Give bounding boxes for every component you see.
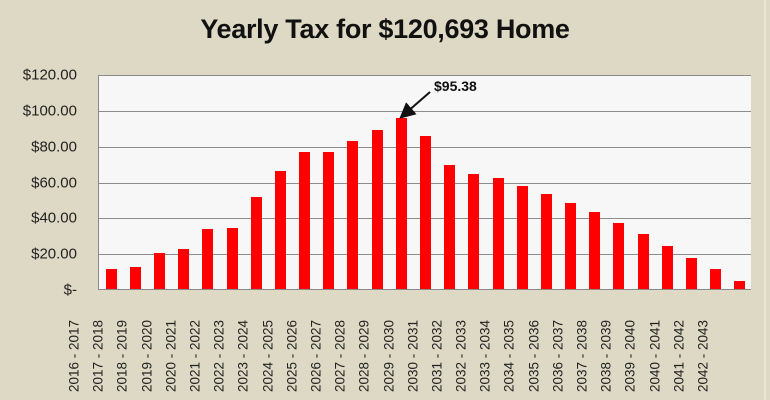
bar <box>686 258 698 289</box>
bar <box>226 227 238 289</box>
bar <box>371 129 383 289</box>
bar <box>492 177 504 289</box>
y-tick-label: $80.00 <box>31 138 77 156</box>
bar <box>347 141 359 289</box>
bar <box>250 196 262 289</box>
bar <box>565 203 577 289</box>
bar <box>589 211 601 289</box>
chart-title: Yearly Tax for $120,693 Home <box>200 14 570 44</box>
bar <box>323 152 335 289</box>
y-tick-label: $100.00 <box>22 102 77 120</box>
bar <box>444 165 456 289</box>
y-tick-label: $40.00 <box>31 209 77 227</box>
bar <box>153 253 165 289</box>
bar <box>613 222 625 289</box>
x-tick-label: 2042 - 2043 <box>695 319 711 392</box>
gridline <box>99 110 751 112</box>
bar <box>178 249 190 289</box>
bar <box>299 152 311 289</box>
y-tick-label: $120.00 <box>22 66 77 84</box>
bar <box>420 136 431 289</box>
plot-area <box>98 75 751 290</box>
bar <box>274 170 286 289</box>
bar <box>734 281 746 289</box>
bar <box>637 233 649 289</box>
y-tick-label: $60.00 <box>31 174 77 191</box>
bar <box>105 269 117 289</box>
bar <box>710 269 722 289</box>
bar <box>395 118 407 289</box>
bar <box>516 185 528 289</box>
bar <box>661 246 673 289</box>
y-tick-label: $20.00 <box>31 245 77 263</box>
bar <box>129 266 141 289</box>
bar <box>202 228 214 289</box>
y-tick-label: $- <box>63 281 77 299</box>
bar <box>468 174 480 289</box>
peak-annotation-label: $95.38 <box>434 78 477 94</box>
gridline <box>99 75 751 76</box>
bar <box>540 194 552 289</box>
